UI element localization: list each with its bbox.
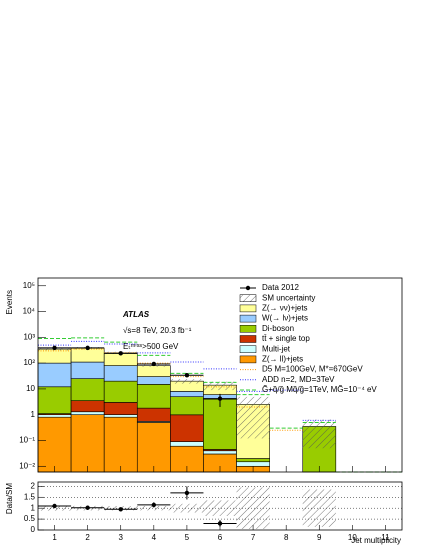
legend-symbol	[239, 314, 257, 323]
legend-label: W(→ lν)+jets	[262, 314, 308, 323]
data-point	[118, 351, 123, 356]
legend-label: Data 2012	[262, 283, 299, 292]
annotation: √s=8 TeV, 20.3 fb⁻¹	[123, 326, 192, 335]
legend-label: tt̄ + single top	[262, 334, 310, 343]
y-tick-label: 10⁻¹	[19, 436, 35, 445]
legend-label: Z(→ νν)+jets	[262, 304, 308, 313]
ratio-point	[151, 502, 157, 508]
ratio-tick-label: 0	[31, 525, 36, 534]
x-tick-label: 5	[185, 533, 190, 542]
stack-segment	[103, 414, 138, 418]
legend-label: Z(→ ll)+jets	[262, 355, 303, 364]
stack-segment	[70, 414, 105, 473]
uncertainty-band	[302, 419, 336, 449]
stack-segment	[203, 398, 237, 450]
legend-symbol	[239, 294, 257, 302]
stack-segment	[37, 416, 72, 473]
data-point	[52, 345, 57, 351]
stack-segment	[37, 362, 72, 388]
ratio-tick-label: 1.5	[24, 492, 36, 501]
stack-segment	[170, 441, 204, 447]
legend-symbol	[239, 355, 257, 364]
stack-segment	[170, 396, 204, 416]
legend-label: Di-boson	[262, 324, 294, 333]
stack-segment	[37, 414, 72, 418]
annotation: Eₜᵐⁱˢˢ>500 GeV	[123, 342, 179, 351]
stack-segment	[136, 384, 171, 409]
uncertainty-band	[203, 381, 237, 391]
uncertainty-band	[170, 379, 204, 384]
ratio-tick-label: 1	[31, 503, 36, 512]
legend-symbol	[239, 304, 257, 313]
data-point	[184, 373, 190, 378]
ratio-point	[52, 503, 57, 509]
stack-segment	[103, 416, 138, 473]
legend-label: ADD n=2, MD=3TeV	[262, 375, 335, 384]
stack-segment	[136, 407, 171, 422]
ratio-point	[85, 505, 90, 510]
y-tick-label: 10²	[23, 358, 35, 367]
x-tick-label: 9	[317, 533, 322, 542]
stack-segment	[236, 458, 270, 463]
legend-label: D5 M=100GeV, M*=670GeV	[262, 365, 363, 374]
ratio-tick-label: 0.5	[24, 514, 36, 523]
x-tick-label: 11	[381, 533, 390, 542]
y-tick-label: 10	[26, 384, 35, 393]
stack-segment	[103, 365, 138, 382]
ratio-uncertainty-band	[137, 506, 171, 511]
legend-symbol	[239, 335, 257, 343]
x-tick-label: 4	[152, 533, 157, 542]
y-tick-label: 10⁴	[23, 307, 36, 316]
stack-segment	[170, 391, 204, 398]
legend-label: SM uncertainty	[262, 293, 315, 302]
ratio-uncertainty-band	[236, 487, 270, 529]
stack-segment	[170, 414, 204, 442]
data-point	[151, 361, 157, 367]
legend-symbol	[239, 325, 257, 333]
stack-segment	[203, 450, 237, 455]
uncertainty-band	[236, 396, 270, 439]
y-tick-label: 10⁵	[23, 281, 35, 290]
stack-segment	[136, 376, 171, 385]
x-tick-label: 3	[119, 533, 124, 542]
ratio-uncertainty-band	[302, 489, 336, 527]
ratio-point	[184, 490, 190, 496]
ratio-uncertainty-band	[170, 503, 204, 513]
data-point	[85, 345, 90, 351]
legend-label: Multi-jet	[262, 344, 291, 353]
stack-segment	[136, 365, 171, 377]
x-axis-label: Jet multiplicity	[351, 536, 401, 545]
y-tick-label: 10⁻²	[19, 461, 35, 470]
y-tick-label: 1	[31, 410, 36, 419]
stack-segment	[103, 380, 138, 403]
stack-segment	[236, 461, 270, 467]
stack-segment	[37, 386, 72, 414]
x-tick-label: 7	[251, 533, 256, 542]
x-tick-label: 2	[85, 533, 90, 542]
stack-segment	[70, 411, 105, 416]
stack-segment	[70, 361, 105, 379]
ratio-axis-label: Data/SM	[5, 483, 14, 514]
ratio-point	[118, 507, 123, 512]
legend-symbol	[245, 285, 251, 291]
x-tick-label: 6	[218, 533, 223, 542]
x-tick-label: 1	[52, 533, 57, 542]
stack-segment	[70, 347, 105, 363]
ratio-tick-label: 2	[31, 481, 36, 490]
y-axis-label: Events	[5, 290, 14, 314]
legend-label: G̃+q̃/g̃ Mq̃/g̃=1TeV, MG̃=10⁻⁴ eV	[262, 385, 377, 394]
stack-segment	[136, 422, 171, 473]
x-tick-label: 8	[284, 533, 289, 542]
atlas-label: ATLAS	[122, 310, 150, 319]
y-tick-label: 10³	[23, 332, 35, 341]
stack-segment	[103, 402, 138, 416]
legend-symbol	[239, 345, 257, 353]
ratio-uncertainty-band	[203, 500, 237, 516]
ratio-point	[217, 521, 223, 526]
data-point	[217, 396, 223, 401]
stack-segment	[70, 400, 105, 413]
stack-segment	[70, 378, 105, 401]
x-tick-label: 10	[348, 533, 357, 542]
